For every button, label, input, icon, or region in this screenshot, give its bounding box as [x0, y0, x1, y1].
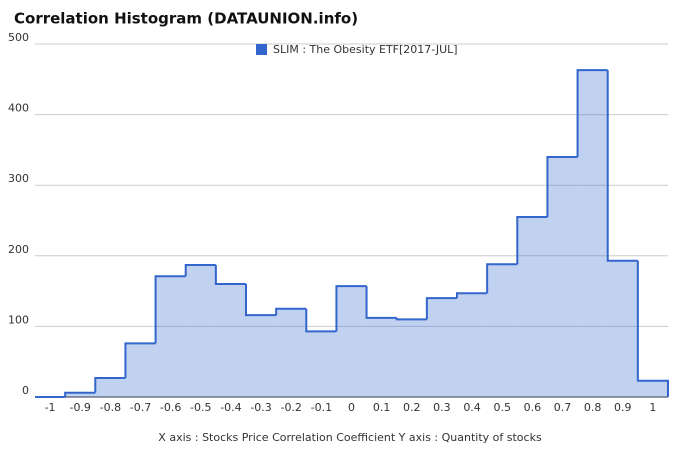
x-tick-label: 0.7 — [554, 401, 572, 414]
bar — [396, 319, 427, 397]
x-tick-label: 0.5 — [493, 401, 511, 414]
bar-outline — [425, 297, 457, 320]
y-tick-label: 200 — [8, 243, 29, 256]
bar-outline — [305, 308, 337, 333]
bar-outline — [395, 317, 427, 321]
x-tick-label: -0.6 — [160, 401, 181, 414]
x-tick-label: 0.8 — [584, 401, 602, 414]
bar — [457, 293, 488, 397]
bar-outline — [606, 70, 638, 262]
x-tick-label: -1 — [45, 401, 56, 414]
bar — [366, 317, 397, 397]
x-tick-label: 0.3 — [433, 401, 451, 414]
x-tick-label: -0.5 — [190, 401, 211, 414]
bar — [215, 284, 246, 397]
bar-outline — [365, 286, 397, 319]
x-tick-label: -0.1 — [311, 401, 332, 414]
y-tick-label: 100 — [8, 313, 29, 326]
x-tick-label: -0.3 — [250, 401, 271, 414]
bar — [487, 264, 518, 397]
bar-outline — [456, 292, 488, 299]
bar — [336, 286, 367, 397]
bar-outline — [546, 155, 578, 217]
bar-outline — [516, 215, 548, 265]
bar-outline — [64, 391, 96, 397]
y-tick-label: 500 — [8, 31, 29, 44]
bar — [65, 392, 96, 397]
bar-outline — [636, 260, 669, 397]
bar — [276, 308, 307, 397]
bar — [607, 260, 638, 397]
bar-outline — [94, 376, 126, 393]
bar — [577, 70, 608, 397]
x-tick-label: -0.2 — [280, 401, 301, 414]
bar — [125, 343, 156, 397]
bar — [95, 377, 126, 397]
bar-outline — [335, 285, 367, 332]
axis-label: X axis : Stocks Price Correlation Coeffi… — [158, 431, 542, 444]
x-tick-label: 0.9 — [614, 401, 632, 414]
legend-label: SLIM : The Obesity ETF[2017-JUL] — [273, 43, 458, 56]
y-tick-label: 400 — [8, 102, 29, 115]
x-tick-label: -0.7 — [130, 401, 151, 414]
y-tick-label: 300 — [8, 172, 29, 185]
legend-swatch — [256, 44, 267, 55]
y-tick-label: 0 — [22, 384, 29, 397]
bar — [306, 331, 337, 397]
x-tick-label: -0.9 — [69, 401, 90, 414]
x-tick-label: -0.4 — [220, 401, 241, 414]
chart-title: Correlation Histogram (DATAUNION.info) — [14, 10, 358, 28]
bar — [426, 298, 457, 397]
bar — [246, 315, 277, 397]
bar-outline — [486, 263, 518, 294]
bar-outline — [184, 263, 216, 277]
bar — [637, 380, 668, 397]
bar — [547, 156, 578, 397]
bar-outline — [214, 264, 246, 286]
x-tick-label: -0.8 — [100, 401, 121, 414]
bar — [185, 264, 216, 397]
x-tick-label: 0.2 — [403, 401, 421, 414]
x-tick-label: 0.1 — [373, 401, 391, 414]
bar-outline — [576, 69, 608, 157]
x-tick-label: 0.6 — [524, 401, 542, 414]
bar-outline — [124, 342, 156, 378]
bar-outline — [154, 275, 186, 344]
x-tick-label: 1 — [649, 401, 656, 414]
bar-outline — [275, 307, 307, 316]
bar — [517, 216, 548, 397]
bar — [155, 276, 186, 397]
x-tick-label: 0.4 — [463, 401, 481, 414]
bar-outline — [245, 284, 277, 317]
x-tick-label: 0 — [348, 401, 355, 414]
